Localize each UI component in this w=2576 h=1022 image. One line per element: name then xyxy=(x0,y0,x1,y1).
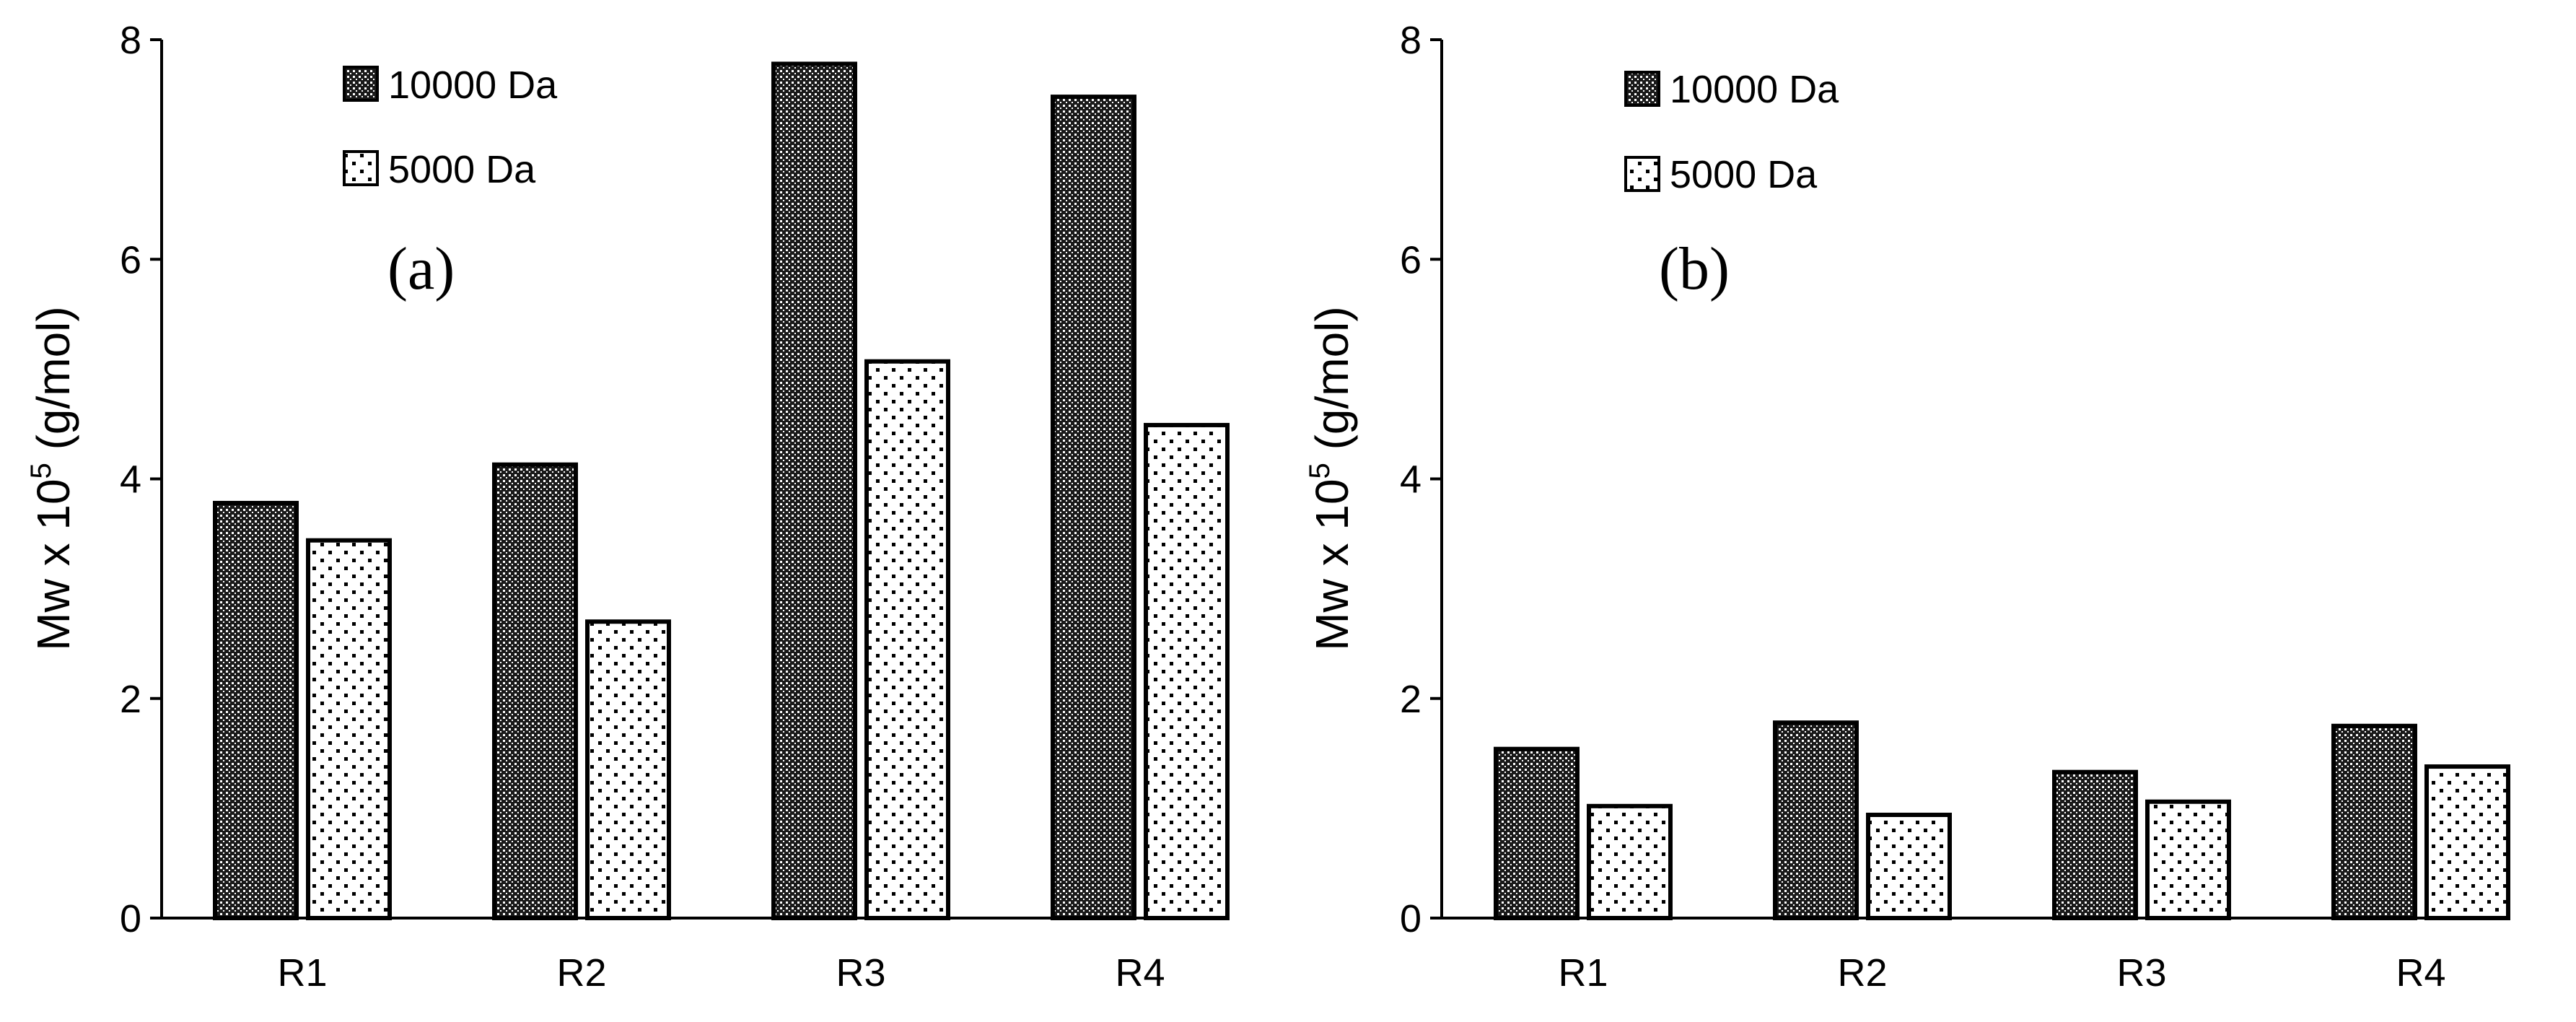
y-tick-label: 4 xyxy=(120,458,141,502)
y-tick-label: 6 xyxy=(1400,238,1421,281)
category-labels: R1 R2 R3 R4 xyxy=(1558,951,2445,995)
y-axis-label-exponent: 5 xyxy=(25,463,57,479)
panel-label-b: (b) xyxy=(1659,235,1730,302)
bar-r4-5000-da xyxy=(1144,422,1230,920)
y-axis-label-exponent: 5 xyxy=(1304,463,1336,479)
legend-swatch-10000 xyxy=(1624,71,1660,107)
legend: 10000 Da 5000 Da xyxy=(1624,68,1839,196)
bar-r3-5000-da xyxy=(2145,799,2231,921)
legend-swatch-10000 xyxy=(343,66,379,102)
bar-r2-5000-da xyxy=(1866,813,1952,920)
y-tick-label: 2 xyxy=(1400,678,1421,721)
x-category-label: R1 xyxy=(277,951,327,995)
bar-r1-10000-da xyxy=(213,500,299,920)
y-ticks: 0 2 4 6 8 xyxy=(1400,19,1442,940)
legend-swatch-5000 xyxy=(343,150,379,186)
y-ticks: 0 2 4 6 8 xyxy=(120,19,162,940)
bar-r4-10000-da xyxy=(2331,723,2417,920)
legend-label-5000: 5000 Da xyxy=(388,148,536,191)
legend-swatch-5000 xyxy=(1624,156,1660,192)
legend: 10000 Da 5000 Da xyxy=(343,64,558,191)
legend-label-5000: 5000 Da xyxy=(1670,153,1818,196)
bar-r3-10000-da xyxy=(2052,769,2138,920)
panel-label-a: (a) xyxy=(387,235,455,302)
bar-r3-10000-da xyxy=(771,61,857,920)
y-tick-label: 2 xyxy=(120,678,141,721)
bar-r4-5000-da xyxy=(2424,764,2510,920)
x-category-label: R2 xyxy=(1837,951,1887,995)
y-tick-label: 8 xyxy=(120,19,141,62)
y-axis-label: Mw x 105 (g/mol) xyxy=(25,306,79,650)
y-tick-label: 6 xyxy=(120,238,141,281)
bar-r1-5000-da xyxy=(306,538,392,920)
x-category-label: R4 xyxy=(2396,951,2445,995)
y-tick-label: 4 xyxy=(1400,458,1421,502)
y-tick-label: 0 xyxy=(120,897,141,940)
bar-r3-5000-da xyxy=(864,359,950,920)
legend-label-10000: 10000 Da xyxy=(1670,68,1839,111)
x-category-label: R3 xyxy=(2116,951,2166,995)
x-category-label: R1 xyxy=(1558,951,1608,995)
bar-r4-10000-da xyxy=(1051,95,1136,921)
category-labels: R1 R2 R3 R4 xyxy=(277,951,1165,995)
legend-label-10000: 10000 Da xyxy=(388,64,558,107)
bar-r2-5000-da xyxy=(585,619,671,920)
bars xyxy=(1494,720,2510,921)
x-category-label: R4 xyxy=(1115,951,1165,995)
x-category-label: R2 xyxy=(556,951,606,995)
y-tick-label: 8 xyxy=(1400,19,1421,62)
bar-r2-10000-da xyxy=(1773,720,1859,921)
x-category-label: R3 xyxy=(836,951,885,995)
bar-r1-5000-da xyxy=(1587,803,1673,921)
chart-panel-b: 0 2 4 6 8 R1 R2 R3 R4 Mw x 105 (g/mol) 10000 Da… xyxy=(1304,19,2510,995)
bars xyxy=(213,61,1230,921)
bar-r1-10000-da xyxy=(1494,746,1580,921)
y-axis-label: Mw x 105 (g/mol) xyxy=(1304,306,1358,650)
chart-panel-a: 0 2 4 6 8 R1 R2 R3 R4 Mw x 105 (g/mol) 10000 Da… xyxy=(25,19,1230,995)
y-tick-label: 0 xyxy=(1400,897,1421,940)
bar-r2-10000-da xyxy=(492,462,578,920)
